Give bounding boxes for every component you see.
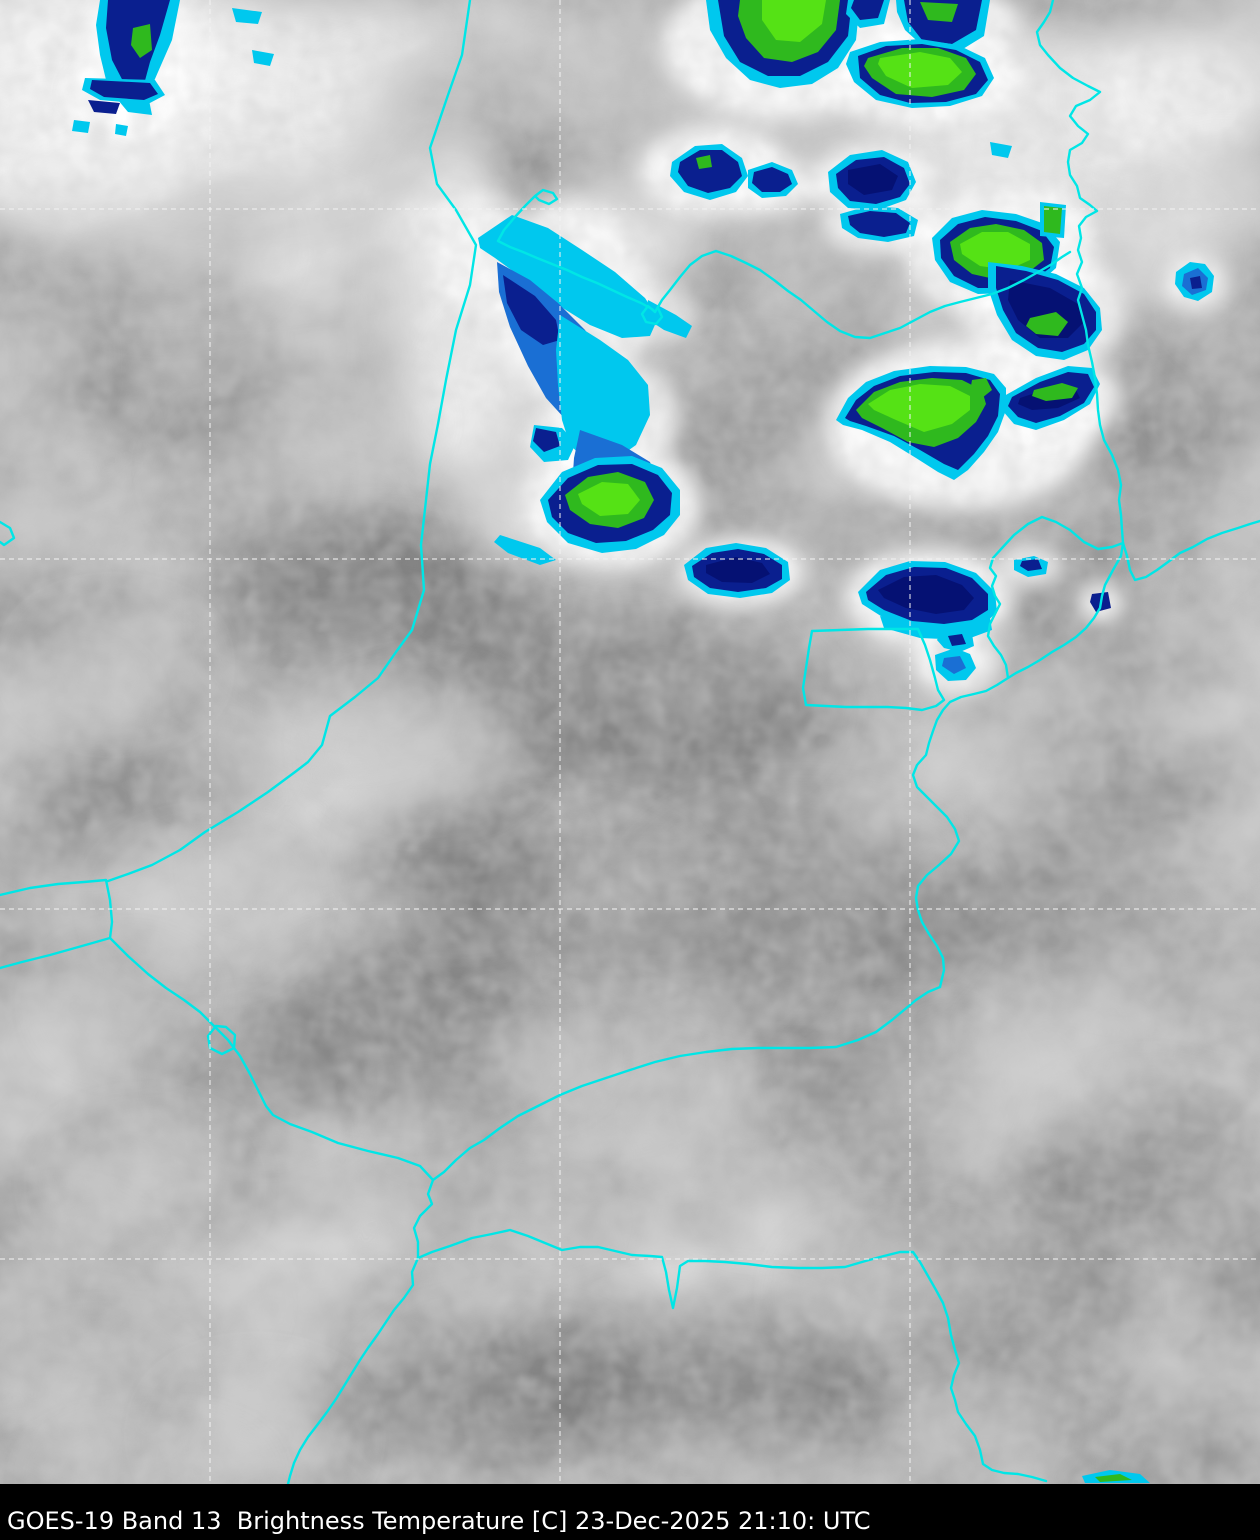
storm-cell-navy — [533, 428, 560, 452]
storm-cell-blue — [942, 656, 966, 674]
storm-cell-cyan — [115, 124, 128, 136]
storm-cell-navy — [904, 0, 982, 44]
storm-cell-green — [1095, 1474, 1132, 1482]
storm-cell-navy — [90, 80, 158, 100]
storm-cell-bgreen — [878, 52, 962, 88]
border-left-edge-fleck — [0, 520, 16, 547]
storm-cell-deep — [848, 164, 898, 195]
graticule-layer — [0, 0, 1260, 1484]
storm-cell-cyan — [494, 535, 556, 565]
storm-cell-cyan — [990, 142, 1012, 158]
storm-layer — [72, 0, 1214, 1483]
storm-cell-navy — [678, 150, 742, 193]
storm-cell-bgreen — [762, 0, 826, 42]
border-east-branch — [1121, 519, 1260, 582]
storm-cell-navy — [752, 167, 792, 192]
storm-cell-cyan — [556, 315, 650, 462]
storm-cell-bgreen — [868, 384, 970, 432]
border-layer — [0, 0, 1260, 1484]
storm-cell-cyan — [72, 120, 90, 133]
storm-cell-green — [1032, 383, 1078, 401]
caption-text: GOES-19 Band 13 Brightness Temperature [… — [7, 1507, 871, 1535]
storm-cell-navy — [1190, 276, 1202, 289]
storm-cell-navy — [503, 275, 560, 345]
border-hook-loop — [206, 1024, 237, 1056]
border-diagonal — [496, 188, 664, 326]
border-west — [106, 0, 478, 883]
storm-cell-navy — [948, 634, 966, 646]
storm-cell-green — [131, 24, 152, 58]
border-box — [801, 627, 946, 712]
storm-cell-deep — [878, 575, 974, 614]
border-west-branch — [986, 515, 1125, 680]
border-south-horizontal — [416, 1228, 1048, 1483]
storm-cell-bgreen — [578, 482, 640, 516]
storm-cell-navy — [851, 0, 884, 20]
border-south-to-bottom — [286, 1256, 420, 1484]
border-knot-southeast — [412, 1178, 435, 1260]
storm-cell-cyan — [478, 215, 658, 338]
border-knot-northeast — [431, 985, 942, 1182]
caption-bar: GOES-19 Band 13 Brightness Temperature [… — [0, 1484, 1260, 1540]
satellite-image — [0, 0, 1260, 1484]
storm-cell-green — [920, 2, 958, 22]
cloud-layer — [0, 0, 1260, 1484]
storm-cell-deep — [706, 557, 770, 583]
border-roof — [653, 249, 1072, 340]
storm-cell-bgreen — [960, 232, 1030, 270]
storm-cell-green — [1044, 206, 1062, 234]
cloud-texture-fine — [0, 0, 1260, 1484]
storm-cell-cyan — [252, 50, 274, 66]
storm-cell-green — [1026, 312, 1068, 336]
storm-cell-green — [970, 378, 992, 398]
storm-cell-navy — [848, 211, 910, 237]
storm-cell-green — [696, 155, 712, 169]
border-east-main — [911, 0, 1125, 989]
storm-cell-navy — [88, 100, 120, 114]
border-claw — [0, 878, 114, 970]
border-claw-southeast — [108, 936, 435, 1182]
storm-cell-cyan — [232, 8, 262, 24]
storm-cell-navy — [1020, 559, 1042, 571]
